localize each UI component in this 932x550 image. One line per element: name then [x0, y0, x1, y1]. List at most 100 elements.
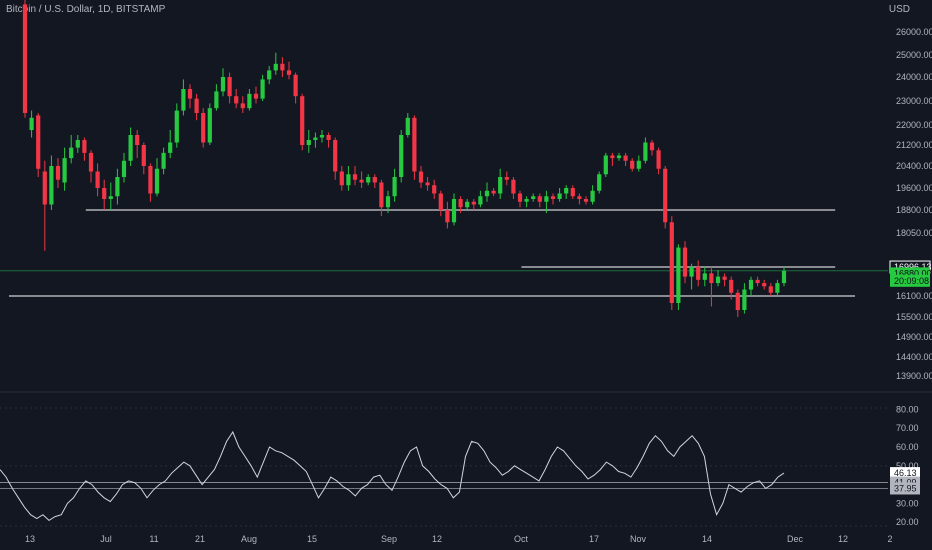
rsi-value-tag: 37.95 [890, 482, 920, 495]
candle-body [273, 63, 278, 71]
candle-body [319, 135, 325, 138]
currency-label: USD [888, 4, 910, 15]
candle-body [781, 270, 787, 284]
price-tag-label: 16880.00 [894, 268, 932, 278]
candle-body [352, 174, 358, 180]
candle-body [267, 70, 272, 80]
candle-body [676, 247, 681, 303]
candle-body [616, 155, 622, 159]
candle-body [590, 190, 595, 202]
candle-body [729, 279, 734, 293]
price-axis[interactable]: 26000.00 25000.00 24000.00 23000.00 22000.00… [0, 27, 932, 527]
rsi-tick-label: 20.00 [896, 517, 919, 527]
candle-body [722, 276, 727, 280]
candle-body [300, 96, 305, 145]
candle-body [260, 79, 265, 99]
candle-body [36, 115, 41, 169]
candle-body [709, 273, 714, 284]
candle-body [438, 193, 443, 210]
candle-body [649, 142, 655, 151]
time-tick-label: 17 [589, 534, 599, 544]
candle-body [775, 283, 780, 293]
time-tick-label: 2 [887, 534, 892, 544]
candle-body [339, 171, 344, 186]
candle-body [49, 166, 54, 205]
price-tick-label: 21200.00 [896, 140, 932, 150]
candle-body [610, 155, 615, 159]
candle-body [181, 89, 186, 111]
candle-body [313, 137, 318, 140]
candle-body [669, 222, 674, 303]
candle-body [583, 199, 589, 202]
time-tick-label: 14 [702, 534, 712, 544]
candle-body [768, 286, 773, 293]
price-tag-box [890, 274, 930, 287]
candle-body [748, 279, 754, 290]
candle-body [511, 179, 516, 194]
candle-body [102, 188, 107, 199]
candle-body [135, 135, 140, 145]
candle-body [418, 171, 424, 183]
candle-body [88, 152, 94, 172]
candle-body [108, 196, 113, 199]
time-tick-label: 12 [432, 534, 442, 544]
candle-body [425, 182, 430, 186]
price-tick-label: 19600.00 [896, 183, 932, 193]
candle-body [656, 150, 661, 169]
candle-body [187, 89, 193, 99]
candle-body [484, 190, 490, 197]
price-tag-label: 20:09:08 [894, 276, 929, 286]
candle-body [643, 142, 648, 161]
candle-body [491, 190, 496, 194]
candle-body [174, 110, 179, 143]
candle-body [115, 177, 120, 197]
price-tag: 20:09:08 [890, 274, 930, 287]
candle-body [306, 140, 311, 145]
candle-body [517, 193, 523, 202]
price-tick-label: 16100.00 [896, 291, 932, 301]
candle-body [603, 155, 608, 175]
price-tag-label: 16996.13 [894, 262, 932, 272]
candle-body [194, 98, 199, 113]
candle-body [148, 166, 153, 194]
candle-body [742, 289, 747, 310]
candle-body [372, 177, 377, 183]
candle-body [478, 196, 483, 205]
price-tick-label: 23000.00 [896, 96, 932, 106]
rsi-tick-label: 60.00 [896, 442, 919, 452]
candle-body [366, 177, 371, 183]
candle-body [240, 103, 245, 109]
candle-body [597, 174, 602, 191]
candle-body [399, 135, 404, 177]
rsi-pane[interactable]: 80.0070.0060.0050.0040.0030.0020.0046.13… [0, 404, 920, 527]
candle-body [286, 70, 292, 75]
price-tick-label: 18800.00 [896, 205, 932, 215]
candle-body [498, 177, 503, 194]
time-tick-label: Sep [381, 534, 397, 544]
candle-body [451, 199, 457, 223]
chart-title: Bitcoin / U.S. Dollar, 1D, BITSTAMP [6, 4, 166, 15]
candle-body [636, 160, 641, 169]
candle-body [234, 96, 239, 104]
candle-body [557, 193, 562, 199]
candle-body [445, 210, 450, 223]
candle-body [141, 145, 146, 166]
price-tick-label: 15500.00 [896, 312, 932, 322]
price-tick-label: 25000.00 [896, 50, 932, 60]
horizontal-levels[interactable] [9, 209, 855, 297]
time-tick-label: 13 [25, 534, 35, 544]
rsi-tag-box [890, 467, 920, 480]
candle-body [75, 140, 80, 148]
candle-body [630, 160, 635, 169]
candle-body [359, 179, 364, 183]
candle-body [471, 201, 476, 205]
rsi-value-tag: 46.13 [890, 467, 920, 480]
candle-body [405, 117, 410, 135]
time-axis[interactable]: 13 Jul 11 21 Aug 15 Sep 12 Oct 17 Nov 14 Dec 12 2 [25, 534, 893, 544]
time-tick-label: Nov [630, 534, 647, 544]
price-tick-label: 20400.00 [896, 161, 932, 171]
candle-body [755, 279, 760, 284]
time-tick-label: 11 [149, 534, 158, 544]
